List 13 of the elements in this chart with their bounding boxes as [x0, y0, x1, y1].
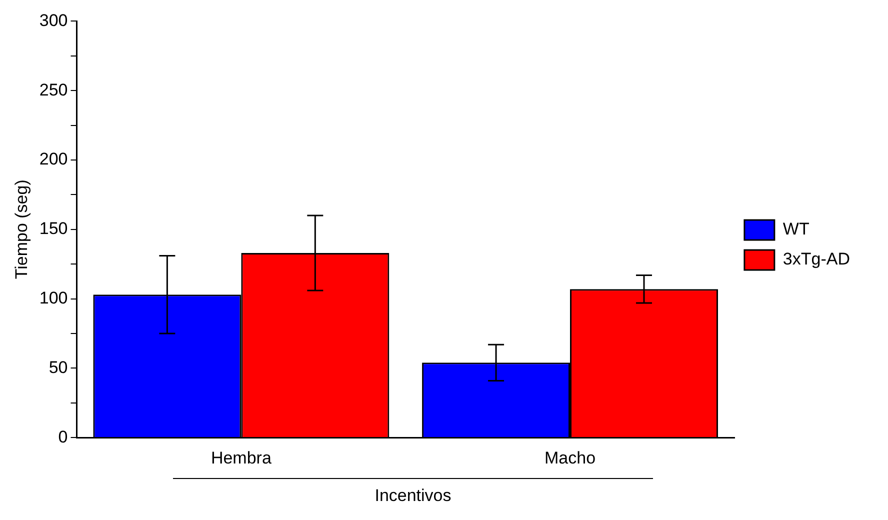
legend-label: 3xTg-AD	[782, 250, 850, 269]
x-tick-label: Hembra	[210, 448, 272, 468]
legend-label: WT	[782, 220, 810, 239]
y-tick-label: 50	[48, 358, 68, 377]
x-axis-title: Incentivos	[374, 486, 452, 506]
y-tick-label: 150	[39, 219, 68, 238]
y-tick-label: 300	[39, 10, 68, 30]
y-tick-label: 200	[39, 150, 68, 169]
y-tick-label: 250	[39, 80, 68, 100]
y-axis-title: Tiempo (seg)	[12, 180, 31, 280]
y-tick-label: 100	[39, 288, 68, 308]
x-tick-label: Macho	[544, 448, 596, 468]
y-tick-label: 0	[58, 427, 68, 446]
